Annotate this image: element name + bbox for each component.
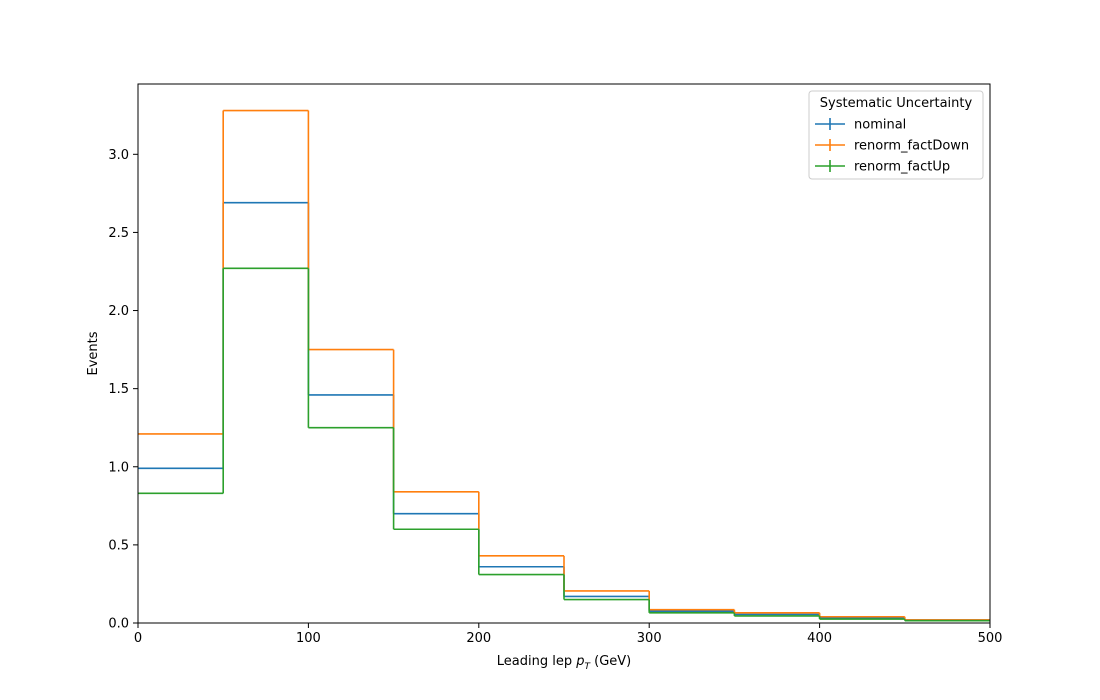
plot-frame [137, 83, 991, 624]
y-tick-label: 3.0 [108, 148, 129, 163]
series-renorm_factUp [138, 267, 990, 622]
series-layer [138, 109, 990, 622]
y-tick-label: 0.5 [108, 538, 129, 553]
x-axis-label-prefix: Leading lep [497, 654, 576, 669]
x-tick-label: 300 [637, 631, 662, 646]
y-tick-label: 2.5 [108, 226, 129, 241]
y-axis-label: Events [86, 331, 101, 375]
y-tick-label: 2.0 [108, 304, 129, 319]
x-tick-label: 400 [807, 631, 832, 646]
x-tick-label: 200 [466, 631, 491, 646]
legend-entry-renorm_factDown: renorm_factDown [815, 139, 969, 154]
y-tick-label: 1.5 [108, 382, 129, 397]
x-axis-label-suffix: (GeV) [590, 654, 631, 669]
x-axis-label: Leading lep pT (GeV) [497, 654, 631, 672]
x-tick-label: 0 [134, 631, 142, 646]
y-tick-label: 1.0 [108, 460, 129, 475]
y-tick-label: 0.0 [108, 617, 129, 632]
legend-label: nominal [854, 118, 906, 133]
y-axis: 0.0 0.5 1.0 1.5 2.0 2.5 3.0 [108, 148, 138, 632]
legend: Systematic Uncertainty nominal renorm_fac… [808, 90, 984, 180]
legend-entry-nominal: nominal [815, 118, 906, 133]
x-axis: 0 100 200 300 400 500 [134, 623, 1003, 646]
x-tick-label: 500 [978, 631, 1003, 646]
legend-title: Systematic Uncertainty [820, 96, 973, 111]
legend-label: renorm_factUp [854, 160, 950, 175]
legend-entry-renorm_factUp: renorm_factUp [815, 160, 950, 175]
legend-box [808, 90, 984, 180]
x-axis-label-symbol: p [575, 654, 584, 669]
series-renorm_factDown [138, 109, 990, 621]
legend-label: renorm_factDown [854, 139, 969, 154]
x-tick-label: 100 [296, 631, 321, 646]
x-axis-label-subscript: T [584, 662, 591, 672]
